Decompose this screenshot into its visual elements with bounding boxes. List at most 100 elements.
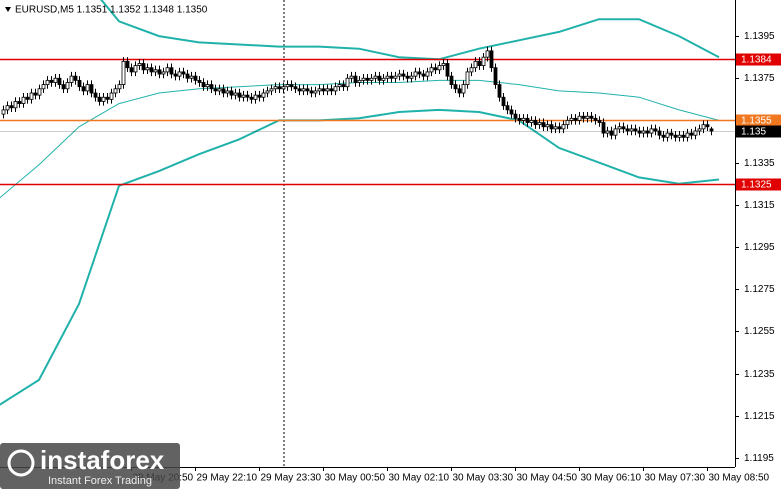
candle-body <box>445 63 450 77</box>
candle-body <box>185 73 190 79</box>
candle-body <box>85 84 90 92</box>
candle-body <box>89 84 94 94</box>
candle-body <box>313 90 318 94</box>
candle-body <box>525 117 530 123</box>
candle-body <box>437 65 442 71</box>
candle-body <box>217 88 222 92</box>
candle-body <box>641 130 646 134</box>
candle-body <box>333 86 338 92</box>
candle-body <box>5 105 10 111</box>
candle-body <box>533 120 538 126</box>
candle-body <box>421 73 426 77</box>
candle-body <box>269 88 274 92</box>
candle-body <box>165 67 170 73</box>
candle-body <box>493 67 498 85</box>
candle-body <box>621 126 626 130</box>
candle-body <box>685 132 690 138</box>
candle-body <box>229 90 234 96</box>
candle-body <box>505 105 510 111</box>
candle-body <box>481 56 486 66</box>
candle-body <box>249 96 254 100</box>
candle-body <box>565 120 570 126</box>
candle-body <box>181 71 186 75</box>
price-label: 1.1325 <box>741 180 772 191</box>
candle-body <box>353 75 358 83</box>
x-tick-label: 30 May 06:10 <box>581 473 642 484</box>
y-tick-label: 1.1235 <box>744 369 775 380</box>
candle-body <box>429 67 434 73</box>
candle-body <box>221 88 226 94</box>
candle-body <box>101 96 106 102</box>
candle-body <box>141 63 146 71</box>
candle-body <box>241 94 246 98</box>
candle-body <box>517 117 522 121</box>
candle-body <box>177 71 182 77</box>
candle-body <box>441 63 446 66</box>
candle-body <box>321 88 326 92</box>
candle-body <box>449 75 454 85</box>
candle-body <box>577 115 582 121</box>
candle-body <box>417 71 422 75</box>
candle-body <box>209 84 214 90</box>
candle-body <box>253 94 258 100</box>
watermark-logo <box>7 449 35 477</box>
watermark: instaforex Instant Forex Trading <box>0 443 180 489</box>
candle-body <box>697 128 702 132</box>
candle-body <box>373 75 378 79</box>
candle-body <box>413 71 418 77</box>
candle-body <box>645 130 650 134</box>
candle-body <box>637 130 642 134</box>
candle-body <box>289 84 294 88</box>
candle-body <box>117 84 122 90</box>
candle-body <box>477 60 482 66</box>
candle-body <box>469 67 474 73</box>
candle-body <box>133 65 138 73</box>
price-label-box <box>736 178 781 191</box>
candle-body <box>205 84 210 88</box>
y-tick-label: 1.1395 <box>744 31 775 42</box>
candle-body <box>677 134 682 138</box>
candle-body <box>49 79 54 83</box>
candle-body <box>149 67 154 73</box>
candle-body <box>589 115 594 119</box>
candle-body <box>529 120 534 123</box>
candle-body <box>113 88 118 94</box>
candle-body <box>137 63 142 66</box>
candle-body <box>705 124 710 128</box>
y-tick-label: 1.1315 <box>744 200 775 211</box>
candle-body <box>617 126 622 130</box>
candle-body <box>385 75 390 79</box>
candle-body <box>457 88 462 94</box>
candle-body <box>309 90 314 94</box>
price-label-box <box>736 114 781 127</box>
candle-body <box>545 124 550 128</box>
candle-body <box>369 77 374 81</box>
candle-body <box>521 117 526 121</box>
candle-body <box>125 60 130 69</box>
candle-body <box>53 77 58 83</box>
candle-body <box>393 75 398 79</box>
candle-body <box>37 88 42 96</box>
candle-body <box>77 79 82 88</box>
y-tick-label: 1.1195 <box>744 453 774 464</box>
candle-body <box>9 105 14 109</box>
candle-body <box>109 92 114 100</box>
candle-body <box>257 94 262 98</box>
candle-body <box>193 75 198 81</box>
candle-body <box>349 75 354 79</box>
x-tick-label: 30 May 07:30 <box>645 473 706 484</box>
candle-body <box>581 115 586 119</box>
candle-body <box>661 134 666 138</box>
y-tick-label: 1.1275 <box>744 284 775 295</box>
price-label: 1.1384 <box>741 55 772 66</box>
candle-body <box>649 128 654 134</box>
candle-body <box>461 84 466 94</box>
candle-body <box>293 86 298 90</box>
candle-body <box>97 96 102 102</box>
candle-body <box>409 75 414 79</box>
candle-body <box>273 86 278 90</box>
candle-body <box>593 117 598 121</box>
menu-icon <box>5 7 11 12</box>
candle-body <box>325 88 330 92</box>
